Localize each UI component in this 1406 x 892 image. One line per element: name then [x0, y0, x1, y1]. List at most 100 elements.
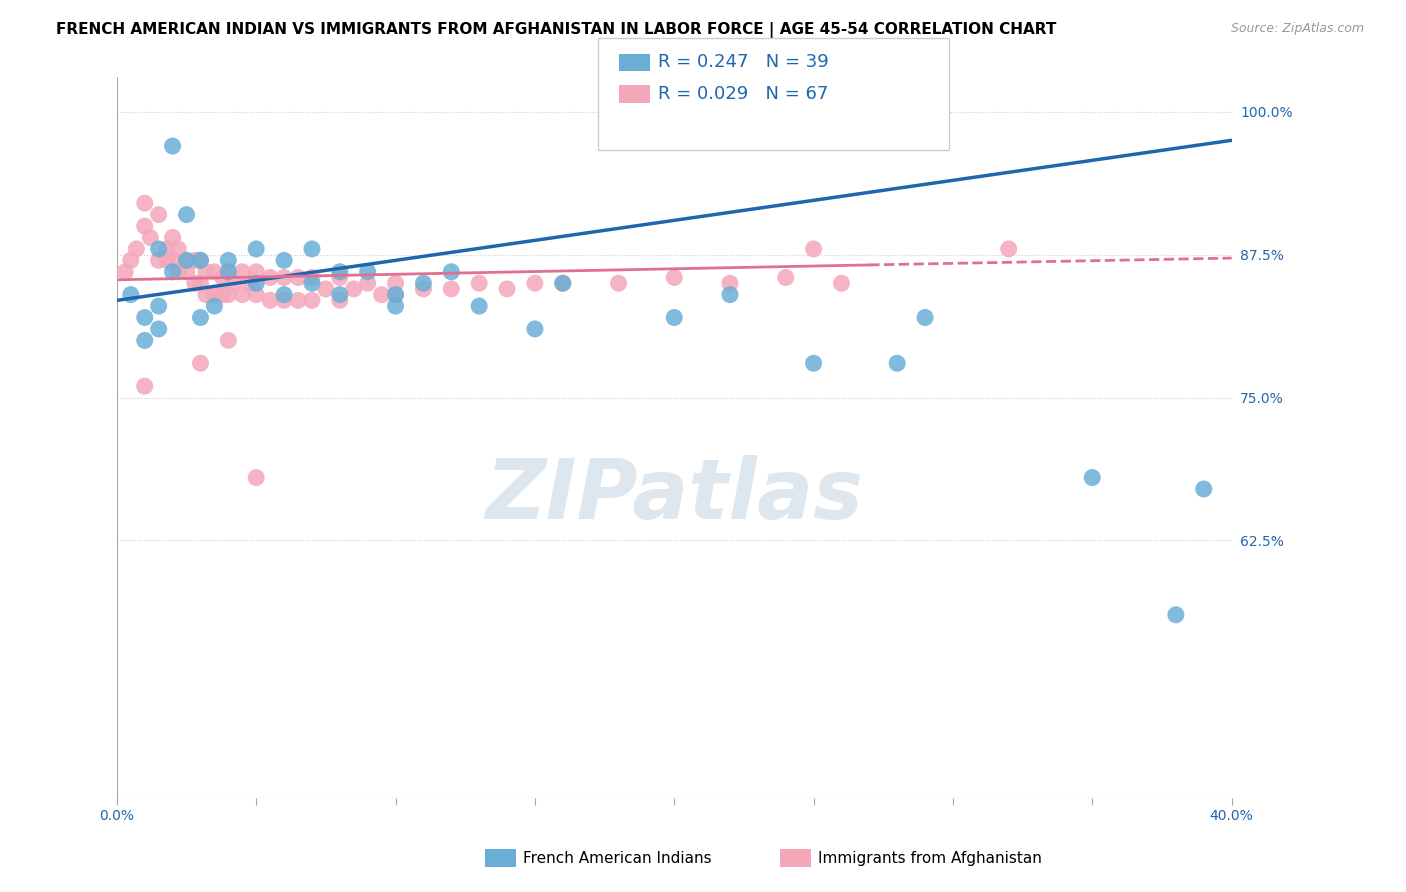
Point: [245, 277, 267, 291]
Text: ZIPatlas: ZIPatlas: [485, 455, 863, 536]
Point: [231, 265, 253, 279]
Point: [301, 242, 323, 256]
Point: [148, 299, 170, 313]
Point: [370, 287, 392, 301]
Point: [245, 287, 267, 301]
Point: [830, 277, 852, 291]
Point: [176, 253, 198, 268]
Point: [440, 282, 463, 296]
Point: [134, 379, 156, 393]
Point: [239, 277, 262, 291]
Point: [997, 242, 1019, 256]
Point: [343, 282, 366, 296]
Point: [148, 253, 170, 268]
Point: [551, 277, 574, 291]
Point: [384, 287, 406, 301]
Point: [245, 265, 267, 279]
Point: [273, 270, 295, 285]
Point: [468, 299, 491, 313]
Point: [148, 242, 170, 256]
Point: [211, 287, 233, 301]
Point: [202, 265, 225, 279]
Point: [120, 253, 142, 268]
Point: [134, 310, 156, 325]
Point: [195, 265, 218, 279]
Point: [245, 242, 267, 256]
Text: R = 0.247   N = 39: R = 0.247 N = 39: [658, 54, 828, 71]
Text: Source: ZipAtlas.com: Source: ZipAtlas.com: [1230, 22, 1364, 36]
Point: [273, 293, 295, 308]
Point: [190, 356, 212, 370]
Text: R = 0.029   N = 67: R = 0.029 N = 67: [658, 85, 828, 103]
Point: [217, 265, 239, 279]
Point: [259, 293, 281, 308]
Point: [468, 277, 491, 291]
Point: [125, 242, 148, 256]
Point: [329, 287, 352, 301]
Point: [287, 293, 309, 308]
Point: [202, 299, 225, 313]
Point: [607, 277, 630, 291]
Point: [329, 265, 352, 279]
Point: [775, 270, 797, 285]
Point: [162, 265, 184, 279]
Point: [211, 270, 233, 285]
Point: [329, 293, 352, 308]
Point: [148, 208, 170, 222]
Point: [190, 253, 212, 268]
Point: [914, 310, 936, 325]
Point: [1192, 482, 1215, 496]
Point: [496, 282, 519, 296]
Point: [384, 287, 406, 301]
Point: [176, 265, 198, 279]
Point: [803, 356, 825, 370]
Point: [184, 277, 207, 291]
Point: [412, 277, 434, 291]
Point: [176, 208, 198, 222]
Point: [190, 277, 212, 291]
Point: [287, 270, 309, 285]
Point: [329, 270, 352, 285]
Point: [440, 265, 463, 279]
Point: [664, 310, 686, 325]
Point: [190, 253, 212, 268]
Point: [273, 253, 295, 268]
Point: [217, 287, 239, 301]
Point: [1164, 607, 1187, 622]
Point: [231, 287, 253, 301]
Point: [134, 334, 156, 348]
Point: [184, 253, 207, 268]
Point: [176, 253, 198, 268]
Point: [134, 196, 156, 211]
Point: [167, 242, 190, 256]
Point: [803, 242, 825, 256]
Point: [886, 356, 908, 370]
Point: [162, 230, 184, 244]
Point: [114, 265, 136, 279]
Point: [551, 277, 574, 291]
Point: [718, 287, 741, 301]
Point: [718, 277, 741, 291]
Point: [134, 219, 156, 233]
Point: [217, 253, 239, 268]
Text: FRENCH AMERICAN INDIAN VS IMMIGRANTS FROM AFGHANISTAN IN LABOR FORCE | AGE 45-54: FRENCH AMERICAN INDIAN VS IMMIGRANTS FRO…: [56, 22, 1057, 38]
Point: [384, 299, 406, 313]
Point: [301, 293, 323, 308]
Point: [357, 265, 380, 279]
Point: [1081, 470, 1104, 484]
Point: [523, 322, 546, 336]
Point: [120, 287, 142, 301]
Point: [259, 270, 281, 285]
Point: [217, 265, 239, 279]
Point: [222, 277, 245, 291]
Point: [195, 287, 218, 301]
Point: [162, 139, 184, 153]
Text: French American Indians: French American Indians: [523, 851, 711, 865]
Point: [384, 277, 406, 291]
Point: [664, 270, 686, 285]
Point: [523, 277, 546, 291]
Point: [217, 334, 239, 348]
Text: Immigrants from Afghanistan: Immigrants from Afghanistan: [818, 851, 1042, 865]
Point: [357, 277, 380, 291]
Point: [315, 282, 337, 296]
